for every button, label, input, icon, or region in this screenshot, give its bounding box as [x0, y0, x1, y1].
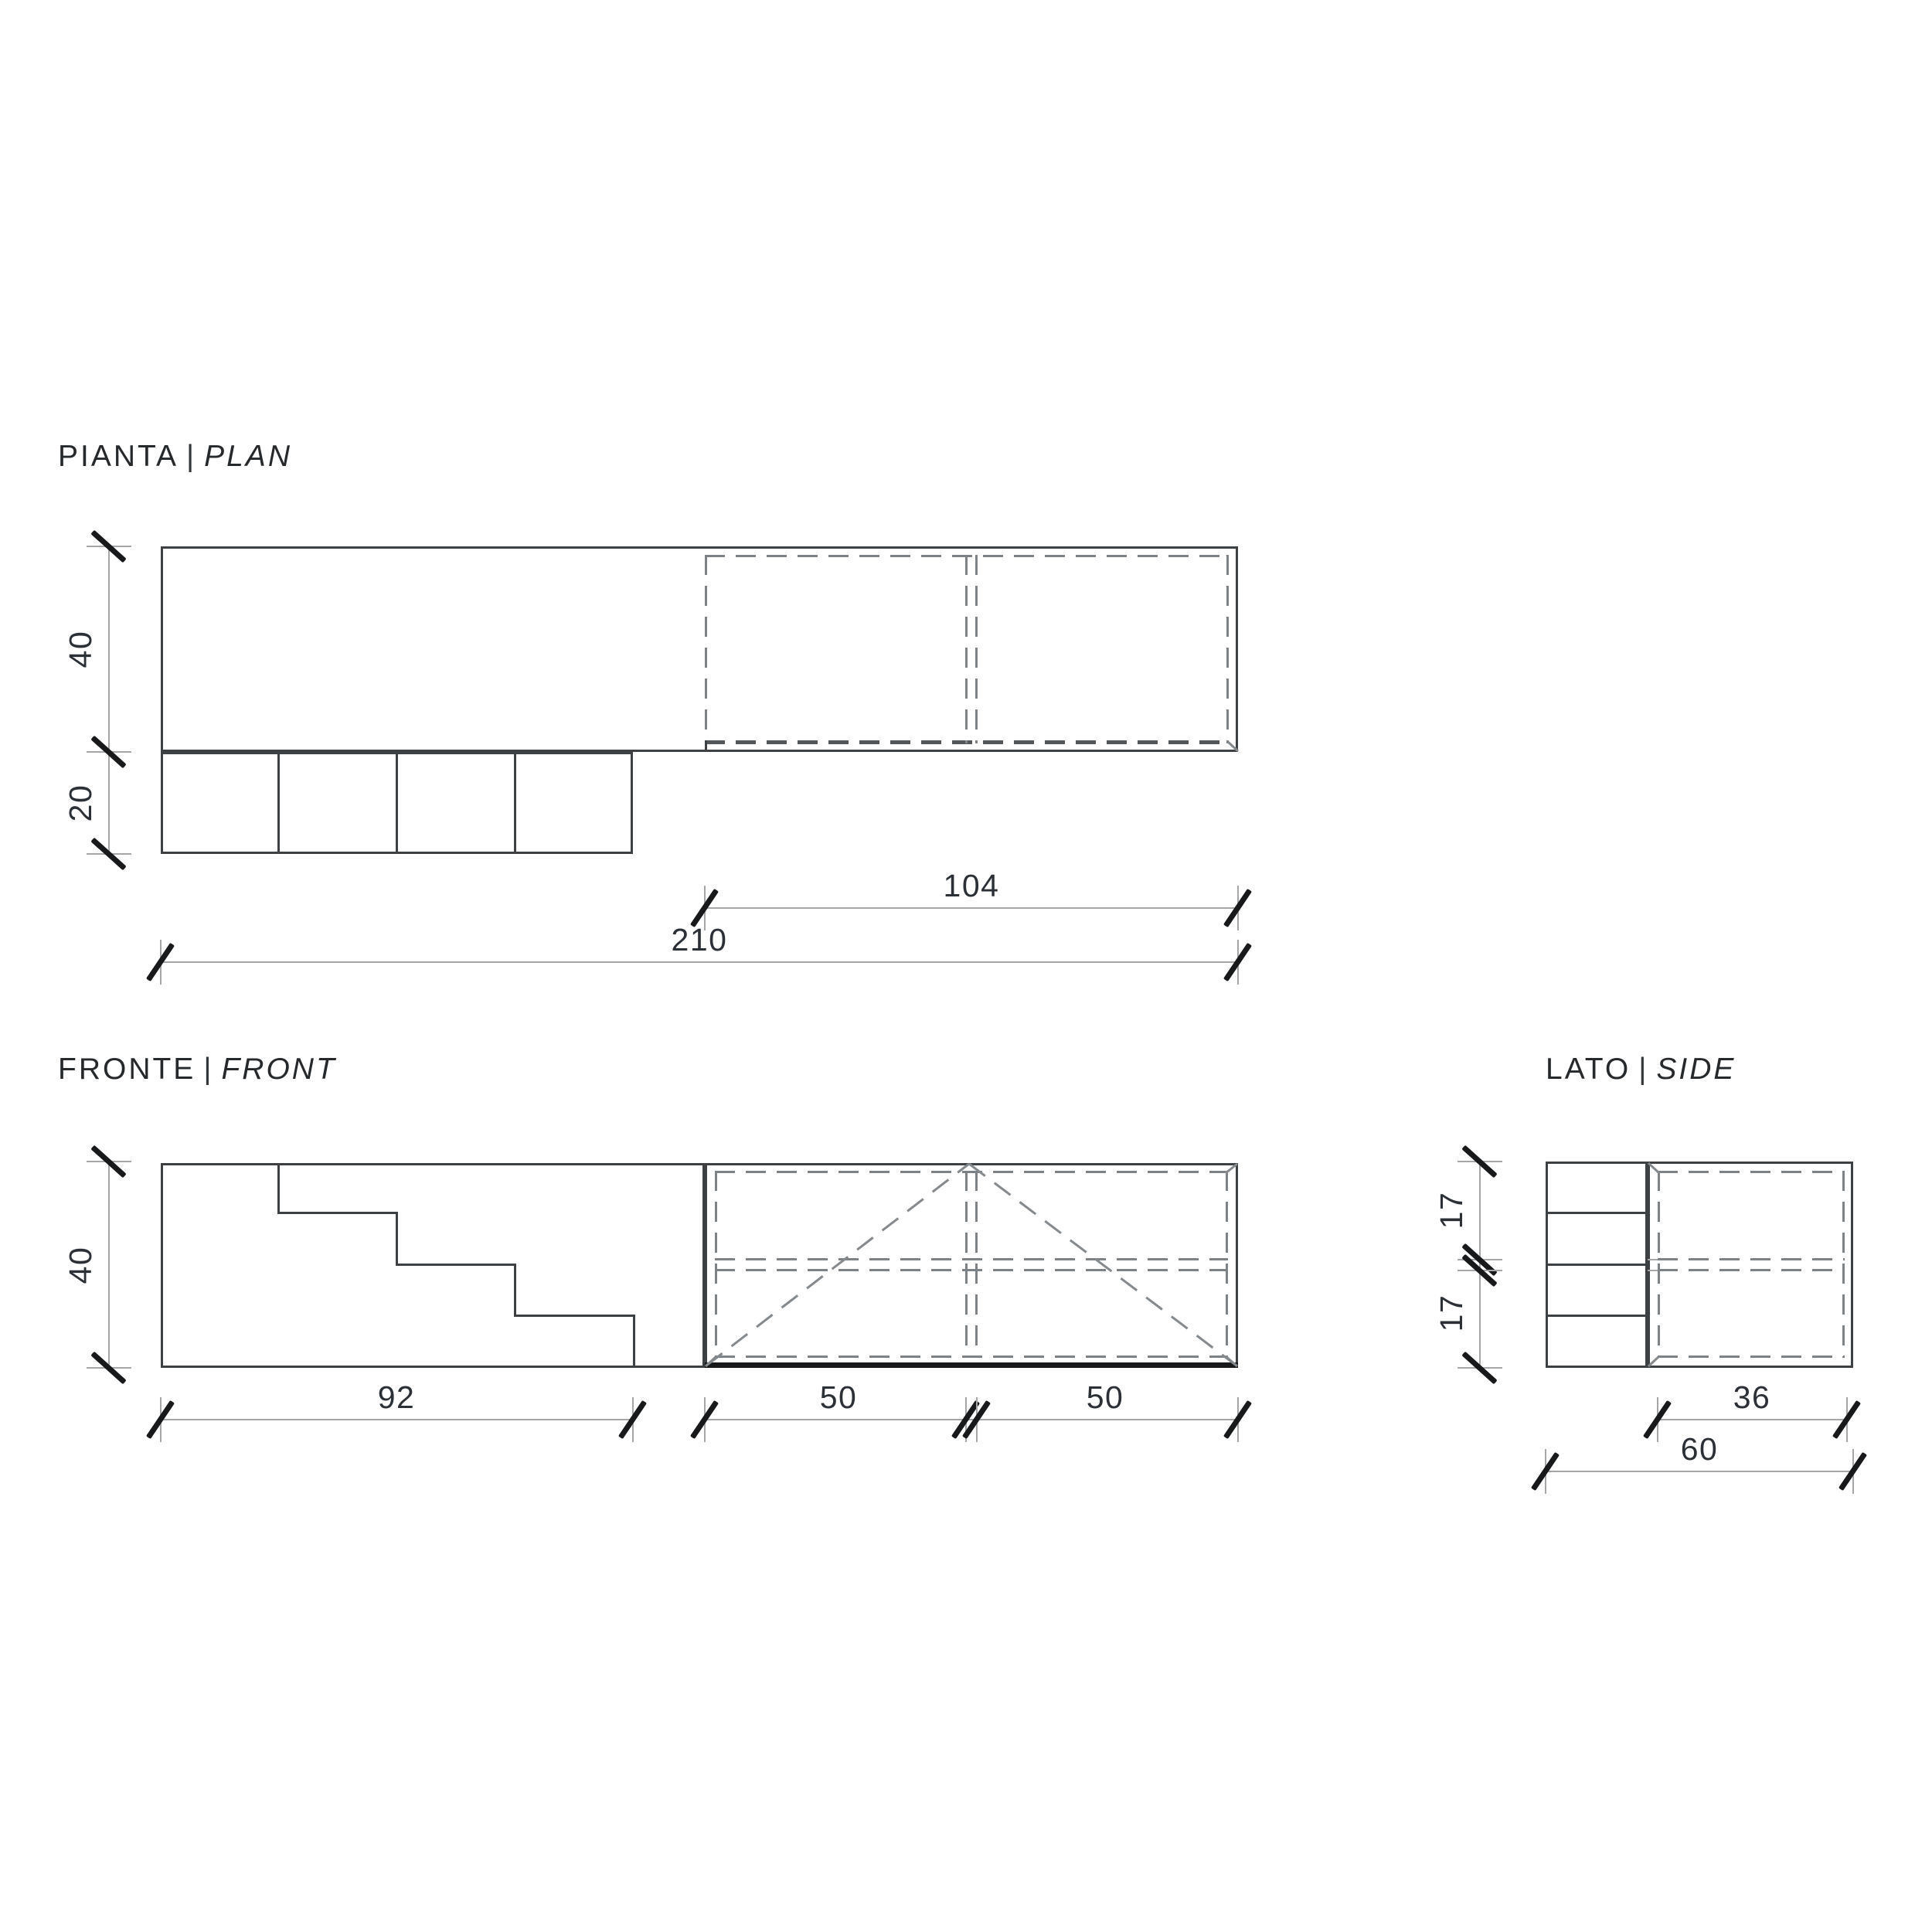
front-step-riser-2 — [396, 1212, 398, 1266]
side-cabinet-dashed-inset-top — [1658, 1171, 1845, 1173]
front-view-title: FRONTE | FRONT — [58, 1052, 337, 1087]
side-inset-chamfer-top-left — [1647, 1162, 1661, 1175]
front-cabinet-center-divider-left — [965, 1171, 968, 1358]
plan-cabinet-center-divider-right — [975, 555, 978, 743]
side-cabinet-dashed-inset-left — [1658, 1171, 1660, 1358]
side-title-primary: LATO — [1546, 1053, 1631, 1086]
side-cabinet-dashed-inset-right — [1842, 1171, 1845, 1358]
front-inset-chamfer-top-right — [1225, 1162, 1238, 1175]
front-cabinet-shelf-dashed-lower — [715, 1269, 1228, 1271]
plan-depth-dimension-line — [108, 546, 110, 854]
side-step-divider-1 — [1546, 1212, 1648, 1214]
plan-cabinet-corner-connector — [705, 740, 707, 752]
side-inset-chamfer-bottom-left — [1647, 1355, 1661, 1368]
side-total-depth-dimension-line — [1545, 1471, 1853, 1472]
plan-bench-outline — [161, 546, 1238, 752]
front-step-riser-3 — [514, 1264, 516, 1317]
front-left-door-width-value: 50 — [819, 1379, 858, 1415]
front-title-separator: | — [203, 1053, 214, 1086]
side-units-boundary-bold — [1645, 1162, 1649, 1368]
front-inset-chamfer-bottom-right — [1225, 1355, 1238, 1368]
side-view-title: LATO | SIDE — [1546, 1052, 1736, 1087]
plan-cabinet-center-divider-left — [965, 555, 968, 743]
plan-view-title: PIANTA | PLAN — [58, 439, 292, 474]
front-doors-dimension-line — [704, 1419, 1238, 1420]
front-steps-width-value: 92 — [377, 1379, 416, 1415]
side-step-divider-3 — [1546, 1315, 1648, 1317]
front-right-door-diagonal — [968, 1162, 1237, 1367]
front-cabinet-shelf-dashed-upper — [715, 1258, 1228, 1260]
front-steps-width-dimension-line — [160, 1419, 633, 1420]
front-step-riser-1 — [277, 1163, 280, 1214]
plan-title-primary: PIANTA — [58, 440, 179, 473]
front-cabinet-dashed-inset-top — [715, 1171, 1228, 1173]
side-cabinet-depth-dimension-line — [1657, 1419, 1847, 1420]
front-inset-chamfer-bottom-left — [704, 1355, 718, 1368]
plan-total-width-dimension-line — [160, 961, 1238, 963]
side-cabinet-dashed-inset-bottom — [1658, 1355, 1845, 1358]
front-right-door-width-value: 50 — [1086, 1379, 1124, 1415]
front-cabinet-dashed-inset-bottom — [715, 1355, 1228, 1358]
plan-cabinet-dashed-right — [1226, 555, 1229, 743]
front-step-tread-2 — [396, 1264, 516, 1266]
side-title-secondary: SIDE — [1656, 1053, 1736, 1086]
plan-cabinet-dashed-left — [705, 555, 707, 743]
front-step-tread-3 — [514, 1315, 635, 1317]
front-left-door-diagonal — [706, 1162, 970, 1367]
front-height-dimension-line — [108, 1162, 110, 1368]
front-steps-unit-outline — [161, 1163, 705, 1368]
side-cabinet-shelf-dashed-lower — [1658, 1269, 1845, 1271]
side-shelf-connector-lower — [1648, 1270, 1658, 1271]
plan-title-secondary: PLAN — [204, 440, 292, 473]
plan-cabinet-width-dimension-line — [704, 907, 1238, 909]
front-cabinet-bottom-bold-edge — [705, 1362, 1238, 1368]
plan-step-divider-2 — [396, 752, 398, 854]
front-cabinet-dashed-inset-left — [715, 1171, 717, 1358]
front-cabinet-dashed-inset-right — [1226, 1171, 1228, 1358]
side-cabinet-shelf-dashed-upper — [1658, 1258, 1845, 1260]
front-title-primary: FRONTE — [58, 1053, 196, 1086]
plan-cabinet-width-value: 104 — [943, 868, 1000, 903]
side-cabinet-depth-value: 36 — [1733, 1379, 1771, 1415]
plan-step-divider-1 — [277, 752, 280, 854]
side-title-separator: | — [1638, 1053, 1649, 1086]
side-compartments-dimension-line — [1479, 1162, 1481, 1368]
plan-step-divider-3 — [514, 752, 516, 854]
front-cabinet-center-divider-right — [975, 1171, 978, 1358]
front-step-tread-1 — [277, 1212, 398, 1214]
plan-cabinet-chamfer-bottom-right — [1226, 740, 1240, 753]
plan-total-width-value: 210 — [671, 922, 728, 957]
side-step-divider-2 — [1546, 1264, 1648, 1266]
side-total-depth-value: 60 — [1680, 1431, 1719, 1467]
plan-title-separator: | — [185, 440, 197, 473]
side-shelf-connector-upper — [1648, 1259, 1658, 1260]
front-title-secondary: FRONT — [221, 1053, 337, 1086]
front-step-riser-4 — [633, 1315, 635, 1368]
